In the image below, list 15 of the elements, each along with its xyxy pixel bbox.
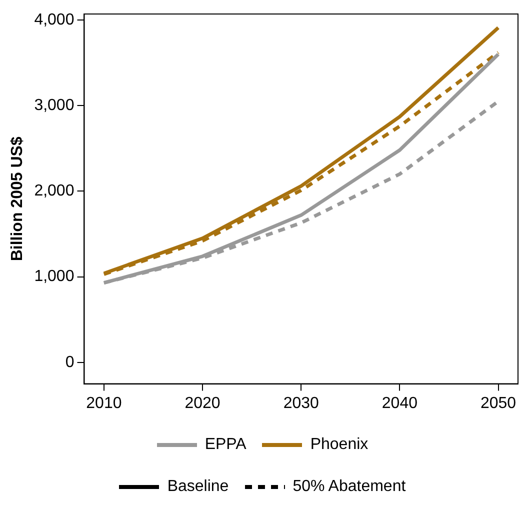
text: Baseline bbox=[167, 478, 229, 496]
x-tick-label: 2030 bbox=[283, 394, 320, 412]
y-tick-label: 1,000 bbox=[34, 268, 74, 286]
y-axis-title: Billion 2005 US$ bbox=[9, 136, 26, 262]
x-tick-label: 2050 bbox=[480, 394, 516, 412]
x-tick-label: 2010 bbox=[86, 394, 122, 412]
y-tick-label: 3,000 bbox=[34, 97, 74, 114]
text: 50% Abatement bbox=[292, 478, 406, 496]
x-tick-label: 2020 bbox=[184, 394, 220, 412]
y-tick-label: 0 bbox=[65, 354, 74, 371]
x-tick-label: 2040 bbox=[382, 394, 418, 412]
legend-label: Phoenix bbox=[310, 436, 368, 454]
legend-label: EPPA bbox=[204, 436, 246, 454]
y-tick-label: 2,000 bbox=[34, 182, 74, 200]
y-tick-label: 4,000 bbox=[34, 11, 74, 28]
